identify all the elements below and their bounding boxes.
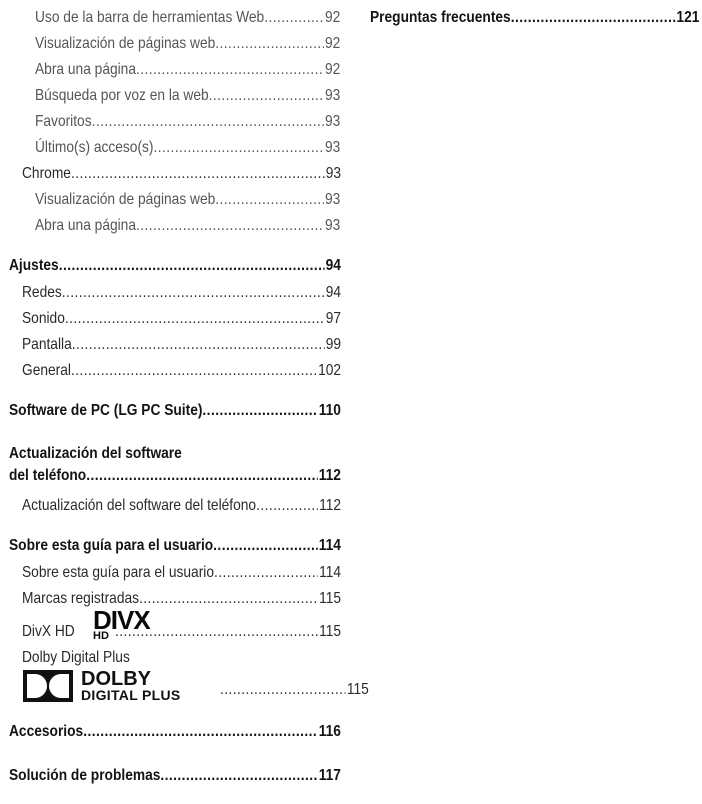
toc-entry[interactable]: Redes 94 [22, 283, 341, 303]
toc-entry-title: Último(s) acceso(s) [35, 139, 154, 156]
toc-entry-page: 115 [319, 623, 342, 640]
toc-entry-page: 112 [319, 497, 342, 514]
toc-entry[interactable]: Último(s) acceso(s) 93 [35, 138, 340, 158]
toc-entry[interactable]: Pantalla 99 [22, 335, 341, 355]
toc-entry-title: Visualización de páginas web [35, 191, 216, 208]
toc-section[interactable]: Solución de problemas 117 [9, 766, 341, 786]
toc-entry[interactable]: Visualización de páginas web 92 [35, 34, 340, 54]
toc-entry-page: 117 [318, 767, 341, 784]
toc-entry[interactable]: Sonido 97 [22, 309, 341, 329]
toc-entry-page: 92 [324, 61, 341, 78]
toc-entry[interactable]: Favoritos 93 [35, 112, 340, 132]
dolby-digital-plus-logo: DOLBY DIGITAL PLUS [23, 668, 213, 704]
toc-entry-title: Sobre esta guía para el usuario [9, 537, 214, 554]
toc-section[interactable]: Ajustes 94 [9, 256, 341, 276]
dolby-wordmark: DOLBY [81, 668, 151, 690]
toc-entry[interactable]: General 102 [22, 361, 341, 381]
toc-entry-title: DivX HD [22, 623, 75, 640]
toc-entry-page: 102 [318, 362, 342, 379]
toc-entry-title: Favoritos [35, 113, 92, 130]
toc-section[interactable]: Sobre esta guía para el usuario 114 [9, 536, 341, 556]
toc-entry-title: Ajustes [9, 257, 59, 274]
toc-entry-page: 93 [324, 87, 341, 104]
divx-hd-logo: DIVX HD [93, 605, 151, 642]
toc-section[interactable]: Accesorios 116 [9, 722, 341, 742]
toc-entry-title-line[interactable]: Dolby Digital Plus [22, 648, 341, 668]
toc-entry-page: 93 [324, 191, 341, 208]
toc-entry-page: 93 [325, 165, 342, 182]
toc-section[interactable]: Preguntas frecuentes 121 [370, 8, 699, 28]
toc-entry[interactable]: DivX HD 115 [22, 622, 341, 642]
toc-entry-page: 93 [324, 139, 341, 156]
toc-entry-page: 94 [325, 257, 341, 274]
toc-entry-title: del teléfono [9, 467, 87, 484]
toc-entry-page: 114 [318, 537, 341, 554]
toc-entry-title: Sonido [22, 310, 65, 327]
toc-entry-page: 115 [319, 590, 342, 607]
toc-entry-title: Preguntas frecuentes [370, 9, 511, 26]
toc-entry[interactable]: Abra una página 92 [35, 60, 340, 80]
toc-entry-page: 116 [318, 723, 341, 740]
toc-entry-page: 121 [676, 9, 700, 26]
toc-entry[interactable]: Actualización del software del teléfono 1… [22, 496, 341, 516]
toc-entry-title: Uso de la barra de herramientas Web [35, 9, 265, 26]
toc-entry[interactable]: Sobre esta guía para el usuario 114 [22, 563, 341, 583]
toc-section[interactable]: Software de PC (LG PC Suite) 110 [9, 401, 341, 421]
toc-entry[interactable]: Chrome 93 [22, 164, 341, 184]
toc-entry-page: 110 [318, 402, 341, 419]
toc-section[interactable]: del teléfono 112 [9, 466, 341, 486]
dolby-subtitle: DIGITAL PLUS [81, 687, 181, 703]
toc-section-title-line[interactable]: Actualización del software [9, 444, 341, 464]
toc-entry-title: Actualización del software [9, 445, 182, 462]
toc-entry-page: 112 [318, 467, 341, 484]
toc-entry-title: Visualización de páginas web [35, 35, 216, 52]
toc-entry-title: Dolby Digital Plus [22, 649, 130, 666]
toc-entry-title: Abra una página [35, 61, 136, 78]
toc-entry-title: Búsqueda por voz en la web [35, 87, 209, 104]
toc-entry-page: 115 [346, 681, 369, 698]
toc-entry-page: 99 [325, 336, 342, 353]
toc-entry-page: 97 [325, 310, 342, 327]
toc-entry-title: Sobre esta guía para el usuario [22, 564, 215, 581]
toc-entry-title: Solución de problemas [9, 767, 161, 784]
toc-entry-title: Chrome [22, 165, 71, 182]
toc-entry[interactable]: Búsqueda por voz en la web 93 [35, 86, 340, 106]
dolby-double-d-icon [23, 670, 73, 702]
toc-entry-title: Abra una página [35, 217, 136, 234]
toc-entry-title: Redes [22, 284, 62, 301]
toc-entry-page: 94 [325, 284, 342, 301]
toc-entry-page: 92 [324, 9, 341, 26]
toc-entry-page: 93 [324, 113, 341, 130]
toc-entry-title: Pantalla [22, 336, 72, 353]
toc-entry[interactable]: Marcas registradas 115 [22, 589, 341, 609]
toc-entry-title: Actualización del software del teléfono [22, 497, 257, 514]
toc-entry-title: General [22, 362, 71, 379]
toc-entry-page: 92 [324, 35, 341, 52]
toc-entry[interactable]: Abra una página 93 [35, 216, 340, 236]
toc-entry[interactable]: Uso de la barra de herramientas Web 92 [35, 8, 340, 28]
toc-entry[interactable]: 115 [220, 680, 369, 700]
toc-entry-title: Marcas registradas [22, 590, 140, 607]
toc-entry-page: 93 [324, 217, 341, 234]
toc-entry-title: Accesorios [9, 723, 84, 740]
toc-entry-title: Software de PC (LG PC Suite) [9, 402, 203, 419]
toc-entry-page: 114 [319, 564, 342, 581]
toc-entry[interactable]: Visualización de páginas web 93 [35, 190, 340, 210]
